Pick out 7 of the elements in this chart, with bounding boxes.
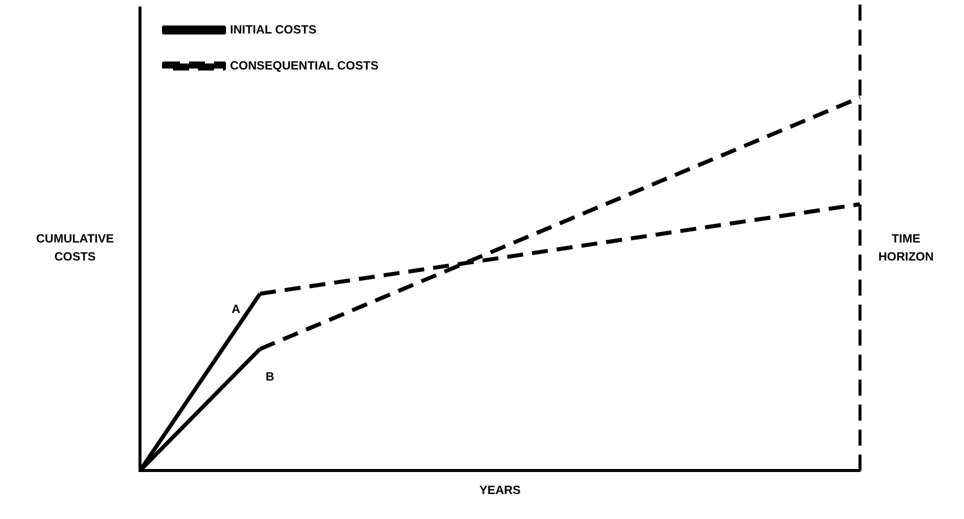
y-axis-title: CUMULATIVE COSTS	[36, 232, 114, 264]
legend-label: CONSEQUENTIAL COSTS	[230, 58, 378, 72]
legend-label: INITIAL COSTS	[230, 22, 316, 36]
annotation: A	[232, 302, 241, 316]
annotation: B	[266, 369, 275, 384]
x-axis-title: YEARS	[479, 482, 521, 497]
text: TIME HORIZON	[878, 232, 934, 264]
